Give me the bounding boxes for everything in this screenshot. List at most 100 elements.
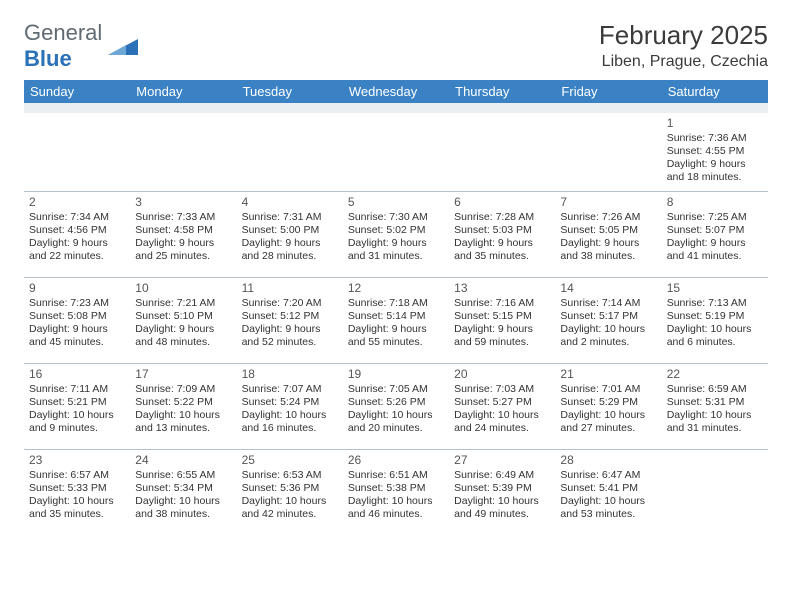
day-cell: 13Sunrise: 7:16 AMSunset: 5:15 PMDayligh… xyxy=(449,277,555,363)
title-block: February 2025 Liben, Prague, Czechia xyxy=(599,20,768,71)
daylight-text: Daylight: 10 hours and 31 minutes. xyxy=(667,409,763,435)
sunset-text: Sunset: 5:33 PM xyxy=(29,482,125,495)
calendar-page: General Blue February 2025 Liben, Prague… xyxy=(0,0,792,545)
sunset-text: Sunset: 5:24 PM xyxy=(242,396,338,409)
daylight-text: Daylight: 10 hours and 9 minutes. xyxy=(29,409,125,435)
sunset-text: Sunset: 5:15 PM xyxy=(454,310,550,323)
day-cell: 19Sunrise: 7:05 AMSunset: 5:26 PMDayligh… xyxy=(343,363,449,449)
day-cell: 25Sunrise: 6:53 AMSunset: 5:36 PMDayligh… xyxy=(237,449,343,535)
sunset-text: Sunset: 5:14 PM xyxy=(348,310,444,323)
sunset-text: Sunset: 5:19 PM xyxy=(667,310,763,323)
sunrise-text: Sunrise: 6:59 AM xyxy=(667,383,763,396)
day-cell: 4Sunrise: 7:31 AMSunset: 5:00 PMDaylight… xyxy=(237,191,343,277)
day-cell: 18Sunrise: 7:07 AMSunset: 5:24 PMDayligh… xyxy=(237,363,343,449)
sunset-text: Sunset: 5:39 PM xyxy=(454,482,550,495)
sunrise-text: Sunrise: 6:55 AM xyxy=(135,469,231,482)
empty-cell xyxy=(343,113,449,191)
day-cell: 15Sunrise: 7:13 AMSunset: 5:19 PMDayligh… xyxy=(662,277,768,363)
daylight-text: Daylight: 9 hours and 38 minutes. xyxy=(560,237,656,263)
sunrise-text: Sunrise: 6:47 AM xyxy=(560,469,656,482)
daylight-text: Daylight: 9 hours and 55 minutes. xyxy=(348,323,444,349)
day-number: 28 xyxy=(560,453,656,468)
sunset-text: Sunset: 5:12 PM xyxy=(242,310,338,323)
sunset-text: Sunset: 5:07 PM xyxy=(667,224,763,237)
weekday-thu: Thursday xyxy=(449,80,555,103)
day-cell: 6Sunrise: 7:28 AMSunset: 5:03 PMDaylight… xyxy=(449,191,555,277)
weekday-header: Sunday Monday Tuesday Wednesday Thursday… xyxy=(24,80,768,103)
daylight-text: Daylight: 10 hours and 46 minutes. xyxy=(348,495,444,521)
day-cell: 5Sunrise: 7:30 AMSunset: 5:02 PMDaylight… xyxy=(343,191,449,277)
day-cell: 9Sunrise: 7:23 AMSunset: 5:08 PMDaylight… xyxy=(24,277,130,363)
day-cell: 1Sunrise: 7:36 AMSunset: 4:55 PMDaylight… xyxy=(662,113,768,191)
day-cell: 11Sunrise: 7:20 AMSunset: 5:12 PMDayligh… xyxy=(237,277,343,363)
daylight-text: Daylight: 10 hours and 13 minutes. xyxy=(135,409,231,435)
grey-spacer xyxy=(24,103,768,113)
day-number: 24 xyxy=(135,453,231,468)
day-number: 20 xyxy=(454,367,550,382)
day-number: 15 xyxy=(667,281,763,296)
weekday-fri: Friday xyxy=(555,80,661,103)
day-number: 22 xyxy=(667,367,763,382)
day-number: 12 xyxy=(348,281,444,296)
day-cell: 14Sunrise: 7:14 AMSunset: 5:17 PMDayligh… xyxy=(555,277,661,363)
day-cell: 21Sunrise: 7:01 AMSunset: 5:29 PMDayligh… xyxy=(555,363,661,449)
daylight-text: Daylight: 10 hours and 42 minutes. xyxy=(242,495,338,521)
sunrise-text: Sunrise: 7:20 AM xyxy=(242,297,338,310)
day-number: 5 xyxy=(348,195,444,210)
empty-cell xyxy=(130,113,236,191)
day-number: 3 xyxy=(135,195,231,210)
day-number: 19 xyxy=(348,367,444,382)
weekday-tue: Tuesday xyxy=(237,80,343,103)
day-number: 13 xyxy=(454,281,550,296)
sunset-text: Sunset: 5:05 PM xyxy=(560,224,656,237)
sunrise-text: Sunrise: 7:26 AM xyxy=(560,211,656,224)
weekday-wed: Wednesday xyxy=(343,80,449,103)
sunset-text: Sunset: 5:41 PM xyxy=(560,482,656,495)
sunset-text: Sunset: 5:03 PM xyxy=(454,224,550,237)
sunrise-text: Sunrise: 7:23 AM xyxy=(29,297,125,310)
sunset-text: Sunset: 5:31 PM xyxy=(667,396,763,409)
week-row: 9Sunrise: 7:23 AMSunset: 5:08 PMDaylight… xyxy=(24,277,768,363)
brand-triangle-icon xyxy=(108,33,138,60)
sunrise-text: Sunrise: 7:21 AM xyxy=(135,297,231,310)
daylight-text: Daylight: 10 hours and 38 minutes. xyxy=(135,495,231,521)
day-number: 18 xyxy=(242,367,338,382)
day-number: 9 xyxy=(29,281,125,296)
sunset-text: Sunset: 5:17 PM xyxy=(560,310,656,323)
week-row: 2Sunrise: 7:34 AMSunset: 4:56 PMDaylight… xyxy=(24,191,768,277)
empty-cell xyxy=(24,113,130,191)
sunrise-text: Sunrise: 7:25 AM xyxy=(667,211,763,224)
day-cell: 22Sunrise: 6:59 AMSunset: 5:31 PMDayligh… xyxy=(662,363,768,449)
week-row: 16Sunrise: 7:11 AMSunset: 5:21 PMDayligh… xyxy=(24,363,768,449)
day-number: 1 xyxy=(667,116,763,131)
sunrise-text: Sunrise: 6:51 AM xyxy=(348,469,444,482)
daylight-text: Daylight: 9 hours and 35 minutes. xyxy=(454,237,550,263)
day-cell: 28Sunrise: 6:47 AMSunset: 5:41 PMDayligh… xyxy=(555,449,661,535)
daylight-text: Daylight: 9 hours and 28 minutes. xyxy=(242,237,338,263)
sunrise-text: Sunrise: 6:57 AM xyxy=(29,469,125,482)
daylight-text: Daylight: 9 hours and 31 minutes. xyxy=(348,237,444,263)
day-number: 27 xyxy=(454,453,550,468)
day-number: 6 xyxy=(454,195,550,210)
day-cell: 20Sunrise: 7:03 AMSunset: 5:27 PMDayligh… xyxy=(449,363,555,449)
empty-cell xyxy=(662,449,768,535)
daylight-text: Daylight: 9 hours and 59 minutes. xyxy=(454,323,550,349)
sunrise-text: Sunrise: 7:09 AM xyxy=(135,383,231,396)
empty-cell xyxy=(237,113,343,191)
empty-cell xyxy=(555,113,661,191)
day-number: 17 xyxy=(135,367,231,382)
sunrise-text: Sunrise: 7:31 AM xyxy=(242,211,338,224)
day-cell: 2Sunrise: 7:34 AMSunset: 4:56 PMDaylight… xyxy=(24,191,130,277)
daylight-text: Daylight: 9 hours and 18 minutes. xyxy=(667,158,763,184)
weekday-sat: Saturday xyxy=(662,80,768,103)
sunrise-text: Sunrise: 7:33 AM xyxy=(135,211,231,224)
sunset-text: Sunset: 5:36 PM xyxy=(242,482,338,495)
month-title: February 2025 xyxy=(599,20,768,51)
sunset-text: Sunset: 5:29 PM xyxy=(560,396,656,409)
sunrise-text: Sunrise: 7:18 AM xyxy=(348,297,444,310)
calendar-grid: 1Sunrise: 7:36 AMSunset: 4:55 PMDaylight… xyxy=(24,113,768,535)
day-number: 21 xyxy=(560,367,656,382)
day-number: 10 xyxy=(135,281,231,296)
sunset-text: Sunset: 5:21 PM xyxy=(29,396,125,409)
sunrise-text: Sunrise: 7:34 AM xyxy=(29,211,125,224)
